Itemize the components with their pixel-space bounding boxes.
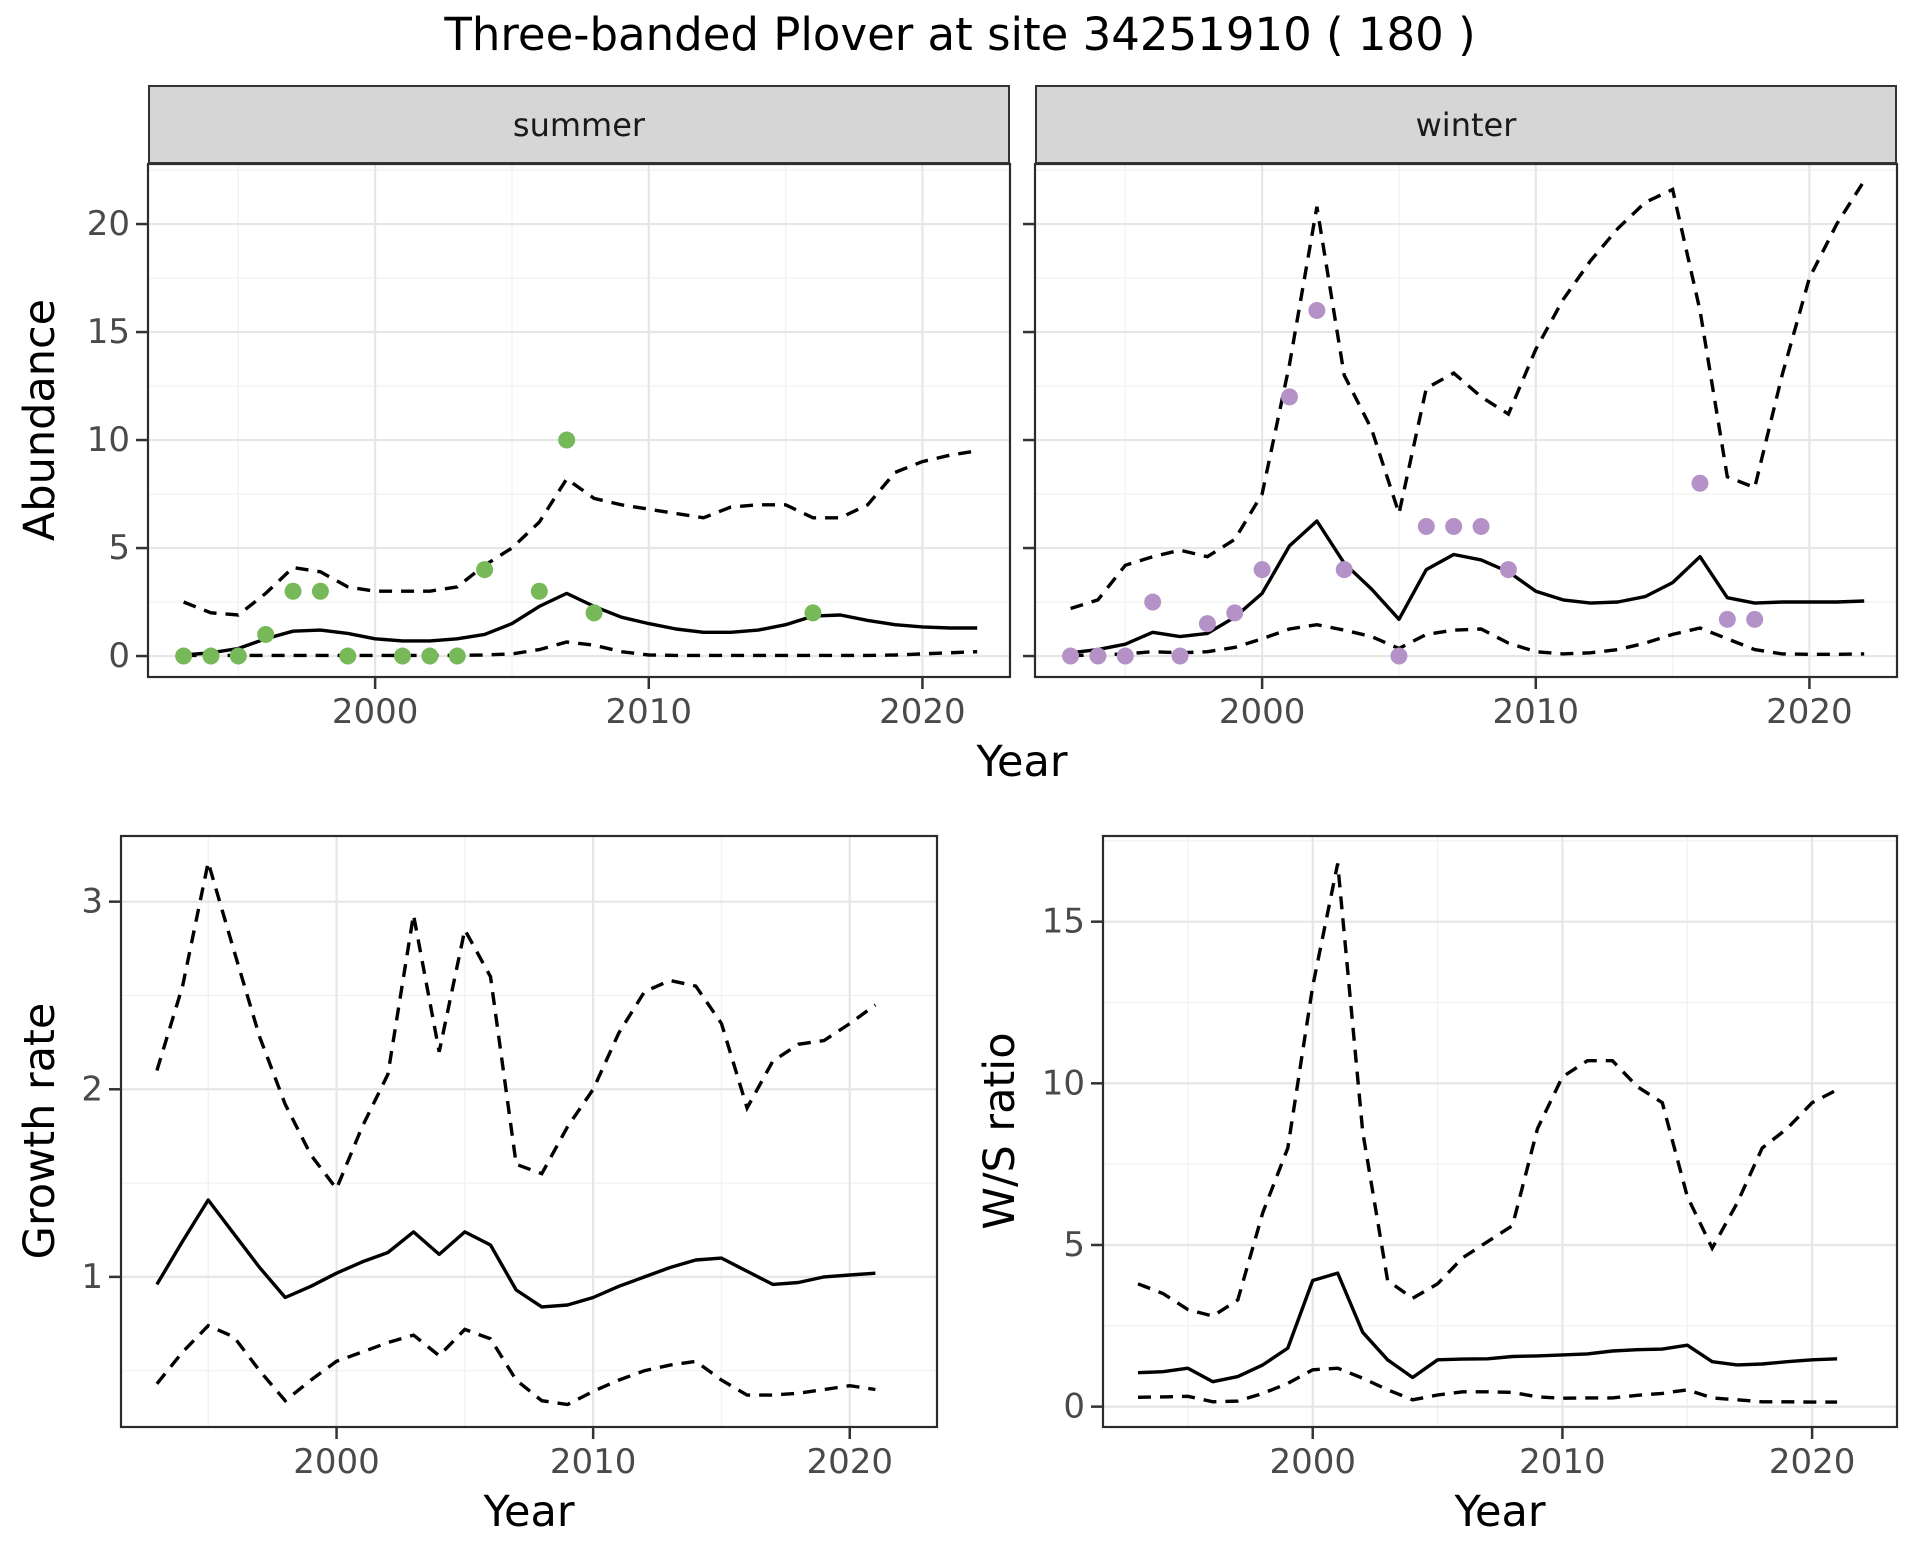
observation-point (175, 647, 193, 665)
x-tick-label: 2000 (1269, 1442, 1356, 1482)
panel-background (1103, 836, 1897, 1427)
panel-abundance-summer: 2000 2010 2020 0 5 10 15 20 (87, 162, 1012, 732)
observation-point (1226, 604, 1244, 622)
observation-point (1691, 474, 1709, 492)
y-tick-label: 0 (1063, 1387, 1085, 1427)
x-tick-label: 2010 (1519, 1442, 1606, 1482)
observation-point (1335, 561, 1353, 579)
y-axis-title-ws-ratio: W/S ratio (975, 1032, 1025, 1230)
observation-point (1746, 610, 1764, 628)
y-tick-label: 20 (87, 204, 130, 244)
median-line (1137, 1271, 1838, 1384)
x-tick-label: 2020 (806, 1442, 893, 1482)
observation-point (284, 582, 302, 600)
facet-strip-winter-label: winter (1415, 105, 1517, 144)
chart-title: Three-banded Plover at site 34251910 ( 1… (444, 8, 1476, 61)
observation-point (257, 625, 275, 643)
observation-point (1718, 610, 1736, 628)
observation-point (448, 647, 466, 665)
observation-point (202, 647, 220, 665)
panel-border (146, 162, 1012, 679)
y-tick-label: 2 (81, 1069, 103, 1109)
x-tick-label: 2000 (332, 692, 419, 732)
observation-point (1116, 647, 1134, 665)
observation-point (1390, 647, 1408, 665)
lower-credible-line (183, 640, 978, 658)
x-tick-label: 2010 (1493, 692, 1580, 732)
observation-point (476, 561, 494, 579)
x-tick-label: 2000 (293, 1442, 380, 1482)
lower-credible-line (1070, 622, 1865, 658)
panel-abundance-winter: 2000 2010 2020 (1023, 162, 1899, 732)
observation-point (1417, 517, 1435, 535)
x-axis-title-year-growth: Year (483, 1487, 575, 1537)
x-tick-label: 2010 (606, 692, 693, 732)
facet-strip-summer-label: summer (512, 105, 646, 144)
facet-strip-summer: summer (148, 85, 1010, 164)
y-tick-label: 15 (1042, 902, 1085, 942)
observation-point (1280, 388, 1298, 406)
median-line (183, 591, 978, 657)
x-tick-label: 2010 (550, 1442, 637, 1482)
observation-point (421, 647, 439, 665)
median-line (155, 1198, 876, 1309)
y-tick-label: 10 (87, 420, 130, 460)
observation-point (804, 604, 822, 622)
observation-point (1253, 561, 1271, 579)
panel-border (119, 834, 939, 1429)
x-tick-label: 2020 (1766, 692, 1853, 732)
y-axis-title-abundance: Abundance (15, 298, 65, 542)
observation-point (339, 647, 357, 665)
observation-point (530, 582, 548, 600)
median-line (1070, 519, 1865, 655)
y-tick-label: 10 (1042, 1063, 1085, 1103)
panel-growth-rate: 2000 2010 2020 1 2 3 (81, 834, 939, 1482)
y-tick-label: 5 (108, 528, 130, 568)
observation-point (1308, 301, 1326, 319)
y-tick-label: 0 (108, 636, 130, 676)
observation-point (1062, 647, 1080, 665)
observation-point (1499, 561, 1517, 579)
y-tick-label: 15 (87, 312, 130, 352)
y-tick-label: 1 (81, 1257, 103, 1297)
facet-strip-winter: winter (1035, 85, 1897, 164)
x-axis-title-year-ws: Year (1454, 1487, 1546, 1537)
x-axis-title-year-top: Year (976, 737, 1068, 787)
observation-point (1445, 517, 1463, 535)
y-tick-label: 3 (81, 882, 103, 922)
observation-point (1472, 517, 1490, 535)
panel-background (121, 836, 937, 1427)
x-tick-label: 2020 (879, 692, 966, 732)
upper-credible-line (1137, 863, 1838, 1318)
upper-credible-line (182, 449, 978, 617)
y-tick-label: 5 (1063, 1225, 1085, 1265)
observation-point (558, 431, 576, 449)
observation-point (1089, 647, 1107, 665)
panel-background (1035, 164, 1897, 677)
lower-credible-line (1137, 1366, 1838, 1404)
observation-point (585, 604, 603, 622)
upper-credible-line (155, 861, 877, 1193)
observation-point (229, 647, 247, 665)
observation-point (393, 647, 411, 665)
observation-point (1198, 615, 1216, 633)
observation-point (311, 582, 329, 600)
observation-point (1171, 647, 1189, 665)
panel-ws-ratio: 2000 2010 2020 0 5 10 15 (1042, 834, 1899, 1482)
x-tick-label: 2000 (1219, 692, 1306, 732)
x-tick-label: 2020 (1769, 1442, 1856, 1482)
observation-point (1144, 593, 1162, 611)
panel-border (1101, 834, 1899, 1429)
panel-border (1033, 162, 1899, 679)
y-axis-title-growth-rate: Growth rate (15, 1002, 65, 1260)
